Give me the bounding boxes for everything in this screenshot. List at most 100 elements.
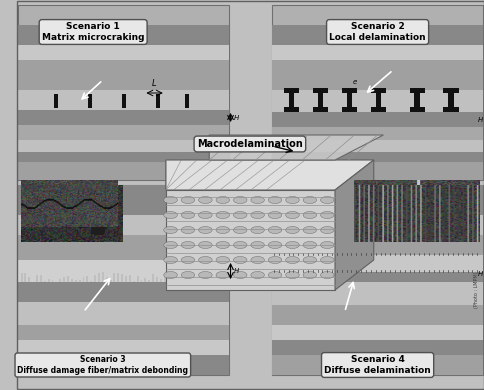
Bar bbox=[272, 162, 482, 180]
Bar bbox=[17, 162, 228, 180]
Ellipse shape bbox=[215, 271, 229, 278]
Bar bbox=[122, 94, 126, 108]
Bar bbox=[36, 280, 38, 282]
Bar bbox=[17, 140, 228, 152]
Text: Scenario 3
Diffuse damage fiber/matrix debonding: Scenario 3 Diffuse damage fiber/matrix d… bbox=[17, 355, 188, 375]
Bar bbox=[54, 94, 58, 108]
Ellipse shape bbox=[164, 211, 177, 218]
Ellipse shape bbox=[164, 241, 177, 248]
Ellipse shape bbox=[181, 271, 195, 278]
Ellipse shape bbox=[198, 257, 212, 264]
Ellipse shape bbox=[250, 211, 264, 218]
Bar bbox=[156, 279, 158, 282]
Text: H: H bbox=[233, 268, 238, 274]
Bar bbox=[272, 215, 482, 235]
Bar bbox=[63, 280, 65, 282]
Bar bbox=[272, 60, 482, 90]
Bar bbox=[75, 273, 76, 282]
Text: H: H bbox=[233, 115, 238, 121]
Bar bbox=[17, 260, 228, 282]
Text: (Photo : LMPM): (Photo : LMPM) bbox=[21, 197, 27, 233]
Ellipse shape bbox=[302, 197, 316, 204]
Bar bbox=[217, 275, 219, 282]
Bar bbox=[106, 273, 107, 282]
Ellipse shape bbox=[164, 271, 177, 278]
Text: H: H bbox=[477, 117, 482, 123]
Bar bbox=[20, 280, 22, 282]
Bar bbox=[317, 93, 323, 110]
Bar bbox=[160, 277, 162, 282]
Ellipse shape bbox=[233, 227, 246, 234]
Bar bbox=[341, 107, 357, 112]
Ellipse shape bbox=[164, 197, 177, 204]
Bar bbox=[179, 273, 181, 282]
Bar bbox=[88, 94, 92, 108]
Ellipse shape bbox=[320, 271, 333, 278]
Bar bbox=[447, 93, 453, 110]
Ellipse shape bbox=[302, 257, 316, 264]
Bar bbox=[408, 107, 424, 112]
Bar bbox=[78, 278, 80, 282]
Bar bbox=[272, 140, 482, 152]
Bar bbox=[86, 279, 88, 282]
Bar bbox=[17, 355, 228, 375]
Ellipse shape bbox=[181, 227, 195, 234]
Bar bbox=[272, 282, 482, 305]
Text: Macrodelamination: Macrodelamination bbox=[197, 139, 302, 149]
Bar bbox=[55, 273, 57, 282]
Bar bbox=[272, 325, 482, 340]
Bar bbox=[413, 93, 419, 110]
Bar bbox=[140, 272, 142, 282]
Bar bbox=[17, 235, 228, 260]
Bar bbox=[136, 273, 138, 282]
Bar bbox=[17, 185, 228, 375]
Bar bbox=[17, 125, 228, 140]
Bar bbox=[164, 281, 166, 282]
Bar bbox=[148, 274, 150, 282]
Text: H: H bbox=[477, 271, 482, 277]
Ellipse shape bbox=[198, 197, 212, 204]
Bar bbox=[370, 107, 386, 112]
Ellipse shape bbox=[198, 241, 212, 248]
Text: L: L bbox=[151, 79, 156, 88]
Ellipse shape bbox=[181, 241, 195, 248]
Bar bbox=[17, 340, 228, 355]
Bar bbox=[206, 277, 208, 282]
Bar bbox=[213, 272, 215, 282]
Polygon shape bbox=[334, 160, 373, 290]
Bar bbox=[272, 272, 482, 282]
Bar bbox=[167, 280, 169, 282]
Bar bbox=[442, 107, 458, 112]
Ellipse shape bbox=[215, 241, 229, 248]
Ellipse shape bbox=[250, 257, 264, 264]
Bar bbox=[17, 152, 228, 162]
Bar bbox=[272, 152, 482, 162]
Bar bbox=[198, 274, 200, 282]
Bar bbox=[272, 112, 482, 127]
Ellipse shape bbox=[285, 227, 299, 234]
Bar bbox=[17, 25, 228, 45]
Bar bbox=[113, 275, 115, 282]
Ellipse shape bbox=[215, 227, 229, 234]
Ellipse shape bbox=[233, 271, 246, 278]
Bar bbox=[17, 90, 228, 110]
Bar bbox=[32, 277, 34, 282]
Bar bbox=[312, 107, 328, 112]
Ellipse shape bbox=[233, 257, 246, 264]
Ellipse shape bbox=[285, 197, 299, 204]
Ellipse shape bbox=[268, 241, 281, 248]
Ellipse shape bbox=[198, 211, 212, 218]
Ellipse shape bbox=[302, 241, 316, 248]
Bar bbox=[17, 5, 228, 180]
Polygon shape bbox=[166, 160, 373, 190]
Bar bbox=[51, 275, 53, 282]
Bar bbox=[375, 93, 381, 110]
Ellipse shape bbox=[302, 271, 316, 278]
Bar bbox=[272, 355, 482, 375]
Bar bbox=[152, 275, 154, 282]
Bar bbox=[272, 235, 482, 255]
Ellipse shape bbox=[250, 271, 264, 278]
Ellipse shape bbox=[233, 211, 246, 218]
Ellipse shape bbox=[285, 271, 299, 278]
Ellipse shape bbox=[302, 211, 316, 218]
